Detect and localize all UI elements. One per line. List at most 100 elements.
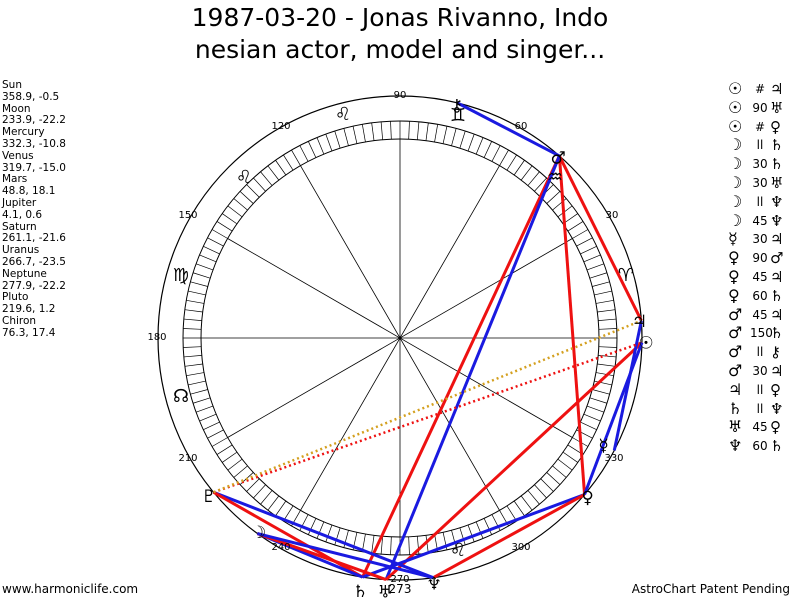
aspect-type: 45	[752, 307, 768, 322]
degree-tick	[467, 133, 475, 152]
aspect-planet-1: ♂	[728, 342, 743, 362]
aspect-type: ll	[756, 401, 764, 416]
aspect-planet-2: ♄	[770, 155, 784, 174]
degree-tick	[595, 299, 614, 304]
degree-tick	[552, 465, 567, 478]
sign-leo-icon: ♌	[450, 540, 466, 561]
aspect-line-mars-uranus	[384, 155, 561, 581]
aspect-planet-2: ♀	[770, 117, 781, 136]
degree-tick	[597, 363, 616, 367]
aspect-type: #	[754, 119, 766, 134]
degree-tick	[589, 272, 608, 279]
aspect-row: ♂ ll ⚷	[728, 342, 800, 362]
planet-coords-venus: 319.7, -15.0	[2, 161, 66, 174]
degree-tick	[567, 221, 584, 232]
degree-tick	[598, 328, 617, 330]
degree-tick	[520, 165, 533, 181]
aspect-planet-2: ♃	[770, 361, 784, 380]
aspect-type: 60	[752, 288, 768, 303]
aspect-type: ll	[756, 382, 764, 397]
chiron-icon: ⚷	[451, 96, 463, 116]
degree-tick	[425, 122, 429, 141]
wheel-outer-circle	[157, 95, 643, 581]
planet-coords-sun: 358.9, -0.5	[2, 90, 60, 103]
aspect-type: 90	[752, 251, 768, 266]
degree-tick	[246, 478, 260, 492]
planet-coords-chiron: 76.3, 17.4	[2, 326, 56, 339]
degree-tick	[216, 221, 233, 232]
planet-name-chiron: Chiron	[2, 314, 37, 327]
degree-tick	[246, 184, 260, 198]
degree-tick	[267, 165, 280, 181]
degree-tick	[227, 205, 243, 218]
planet-coords-mercury: 332.3, -10.8	[2, 137, 66, 150]
degree-tick	[527, 171, 540, 186]
degree-tick	[192, 397, 211, 404]
aspect-planet-2: ♂	[770, 249, 784, 268]
degree-tick	[183, 346, 202, 348]
degree-tick	[190, 281, 208, 287]
aspect-line-venus-neptune	[432, 493, 586, 580]
aspect-type: #	[754, 82, 766, 96]
aspect-row: ♂ 150 ♄	[728, 324, 800, 343]
aspect-type: 45	[752, 269, 768, 284]
aspect-planet-2: ♀	[770, 418, 781, 437]
aspect-planet-1: ☽	[728, 210, 743, 230]
degree-tick	[475, 521, 484, 539]
mars-icon: ♂	[550, 148, 565, 168]
aspect-type: 60	[752, 439, 768, 454]
aspect-type: ll	[756, 345, 764, 360]
aspect-row: ☽ ll ♄	[728, 136, 800, 155]
degree-tick	[580, 245, 597, 255]
degree-label-180: 180	[147, 332, 166, 343]
site-link[interactable]: www.harmoniclife.com	[2, 582, 139, 596]
degree-tick	[527, 490, 540, 505]
degree-tick	[491, 145, 501, 162]
aspect-planet-1: ♃	[728, 379, 743, 399]
degree-tick	[562, 451, 578, 463]
uranus-icon: ♅	[378, 583, 393, 600]
aspect-row: ♃ ll ♀	[728, 379, 800, 400]
planet-positions-list: Sun 358.9, -0.5 Moon 233.9, -22.2 Mercury 332…	[2, 79, 66, 340]
degree-tick	[239, 191, 254, 204]
planet-name-pluto: Pluto	[2, 291, 29, 304]
degree-tick	[546, 191, 561, 204]
degree-tick	[260, 490, 273, 505]
degree-tick	[233, 465, 248, 478]
aspect-line-pluto-jupiter	[213, 319, 642, 494]
degree-tick	[199, 413, 217, 422]
degree-tick	[199, 254, 217, 263]
aspect-planet-1: ☽	[728, 191, 743, 211]
aspect-planet-1: ☽	[728, 154, 743, 174]
degree-label-210: 210	[178, 453, 197, 464]
degree-tick	[540, 478, 554, 492]
degree-tick	[188, 380, 206, 386]
degree-label-300: 300	[511, 542, 530, 553]
sign-aquarius-icon: ♒	[547, 167, 563, 188]
aspect-planet-2: ♄	[770, 437, 784, 456]
aspect-planet-2: ♄	[770, 324, 784, 343]
degree-tick	[283, 154, 294, 171]
aspect-planet-2: ♃	[770, 267, 784, 286]
degree-tick	[557, 458, 573, 471]
aspect-planet-1: ♀	[728, 266, 740, 286]
aspect-planet-2: ♄	[770, 136, 784, 155]
aspect-type: 150	[750, 326, 773, 341]
degree-tick	[299, 145, 309, 162]
degree-tick	[595, 372, 614, 377]
degree-tick	[203, 421, 220, 431]
aspect-planet-2: ♃	[770, 80, 784, 98]
degree-tick	[380, 536, 384, 555]
degree-tick	[334, 130, 341, 149]
degree-tick	[597, 309, 616, 313]
aspect-line-mars-venus	[557, 155, 587, 495]
aspect-line-mars-jupiter	[558, 155, 643, 322]
aspect-row: ☽ 45 ♆	[728, 210, 800, 231]
aspect-line-pluto-sun	[213, 341, 643, 494]
degree-tick	[534, 177, 547, 192]
planet-coords-uranus: 266.7, -23.5	[2, 255, 66, 268]
aspect-planet-1: ♂	[728, 360, 743, 380]
degree-label-150: 150	[178, 210, 197, 221]
degree-tick	[594, 290, 612, 296]
degree-tick	[459, 527, 466, 546]
